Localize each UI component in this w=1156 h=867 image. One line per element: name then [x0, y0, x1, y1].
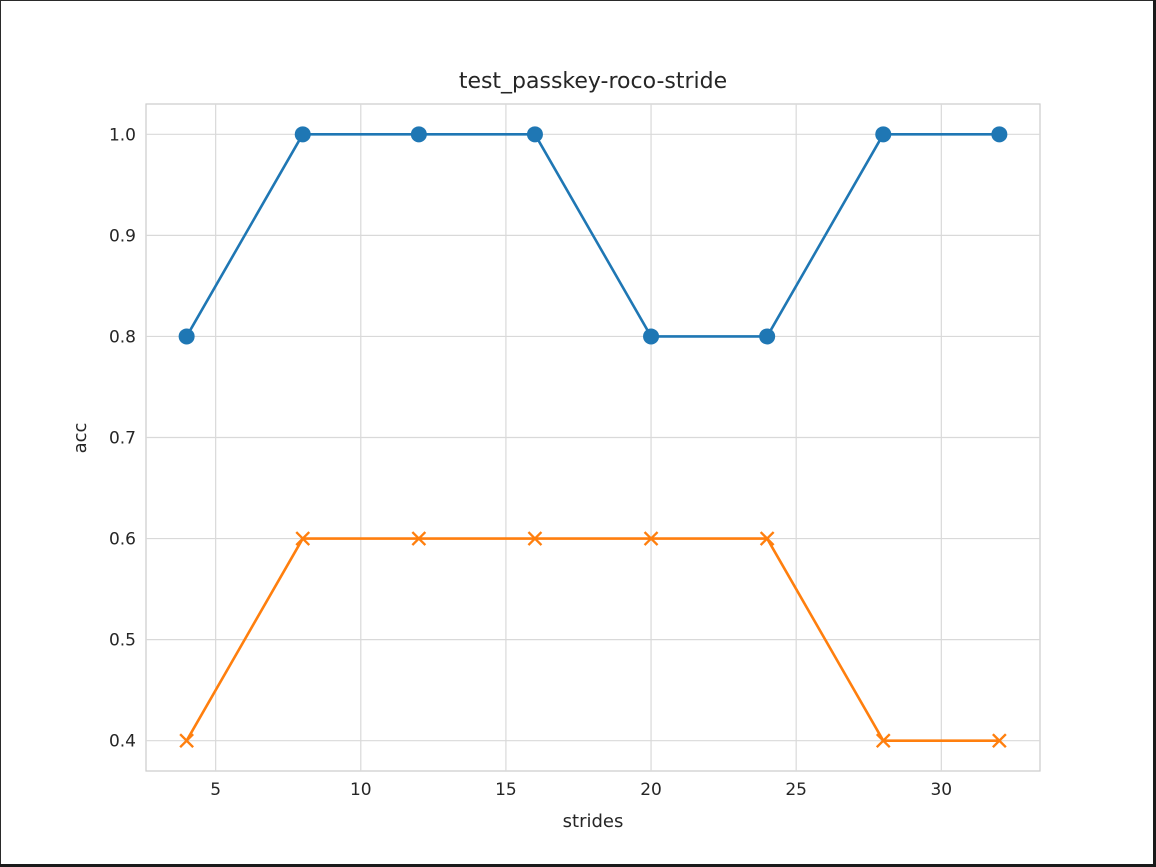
data-point: [295, 531, 311, 546]
y-tick-label: 0.8: [109, 327, 136, 347]
x-marker-stroke: [527, 531, 543, 546]
chart-title: test_passkey-roco-stride: [459, 69, 727, 94]
data-point: [643, 328, 660, 345]
frame-edge-right: [1153, 0, 1156, 867]
data-point: [527, 531, 543, 546]
series-line: [185, 133, 1000, 338]
data-point: [875, 733, 891, 749]
x-tick-label: 10: [350, 780, 372, 800]
data-point: [411, 531, 427, 546]
x-tick-label: 15: [495, 780, 517, 800]
y-axis-label: acc: [70, 423, 91, 454]
y-tick-label: 0.6: [109, 530, 136, 550]
data-point: [992, 733, 1007, 749]
y-tick-label: 1.0: [109, 125, 136, 145]
frame-edge-bottom: [0, 864, 1156, 867]
x-marker-stroke: [759, 531, 775, 546]
y-tick-label: 0.9: [109, 226, 136, 246]
x-marker-stroke: [992, 733, 1007, 749]
data-point: [178, 328, 195, 345]
x-marker-stroke: [411, 531, 427, 546]
x-tick-label: 25: [785, 780, 807, 800]
data-point: [759, 531, 775, 546]
x-tick-label: 5: [210, 780, 221, 800]
data-point: [643, 531, 659, 546]
series-1: [178, 126, 1008, 345]
data-point: [294, 126, 311, 143]
data-point: [875, 126, 892, 143]
grid-lines: [146, 104, 1040, 771]
data-point: [526, 126, 543, 143]
data-point: [991, 126, 1008, 143]
x-marker-stroke: [643, 531, 659, 546]
data-point: [759, 328, 776, 345]
x-tick-label: 20: [640, 780, 662, 800]
y-tick-label: 0.4: [109, 732, 136, 752]
y-tick-label: 0.5: [109, 631, 136, 651]
y-tick-label: 0.7: [109, 429, 136, 449]
x-marker-stroke: [875, 733, 891, 749]
x-axis-label: strides: [563, 811, 624, 832]
series-line: [185, 537, 1000, 742]
x-tick-label: 30: [930, 780, 952, 800]
y-tick-labels: 0.4 0.5 0.6 0.7 0.8 0.9 1.0: [109, 125, 136, 751]
x-tick-labels: 5 10 15 20 25 30: [210, 780, 952, 800]
data-point: [410, 126, 427, 143]
data-point: [179, 733, 194, 749]
series-layer: [178, 126, 1008, 749]
x-marker-stroke: [179, 733, 194, 749]
series-2: [179, 531, 1007, 749]
x-marker-stroke: [295, 531, 311, 546]
